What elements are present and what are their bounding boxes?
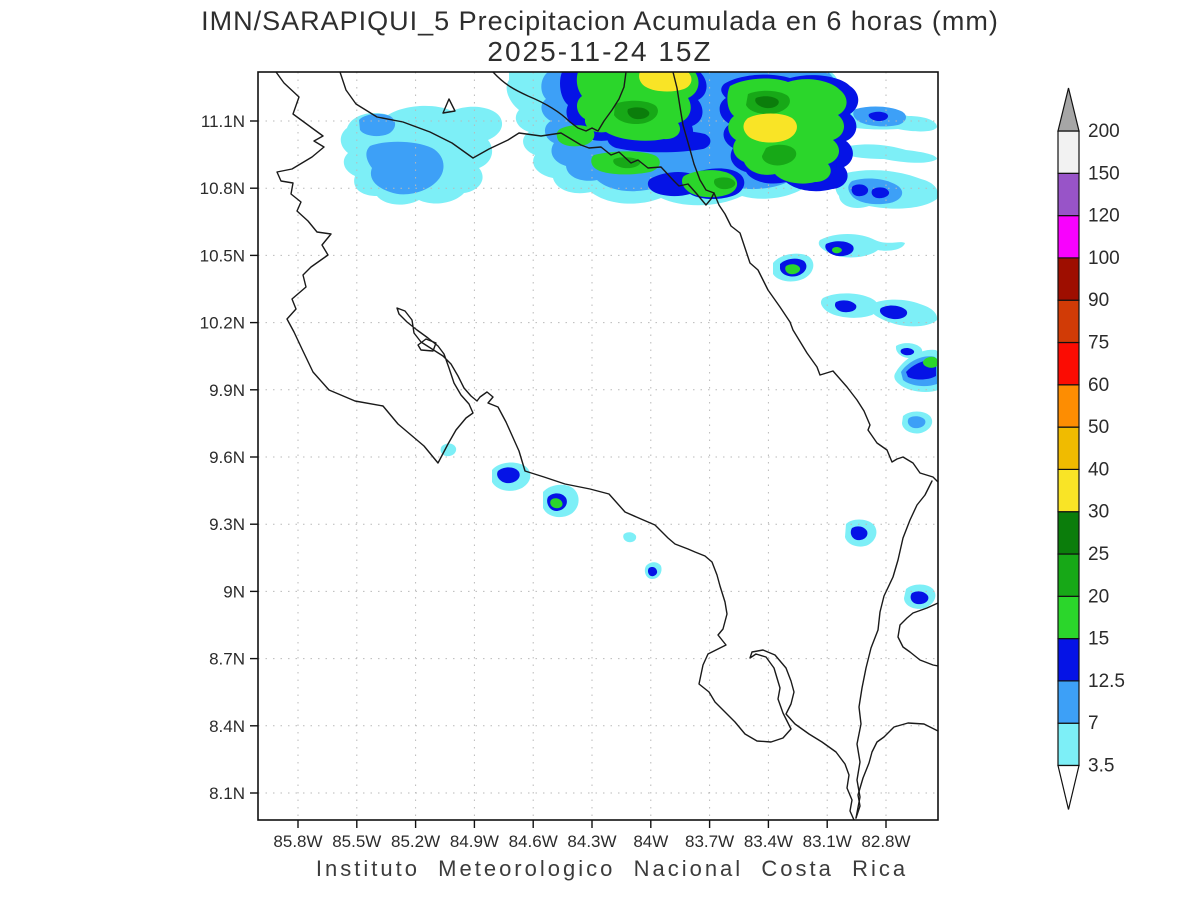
pacific-coastline [275, 72, 855, 820]
nicoya-gulf-island [417, 338, 437, 352]
colorbar-level-label: 3.5 [1088, 756, 1114, 777]
colorbar-segment [1057, 341, 1080, 386]
precip-level-30mm [639, 72, 797, 143]
y-tick-label: 9.9N [209, 381, 245, 400]
y-tick-label: 8.4N [209, 717, 245, 736]
panama-pacific-coast [855, 722, 938, 819]
caribbean-coastline [672, 72, 938, 483]
x-tick-label: 82.8W [861, 832, 910, 851]
y-tick-label: 9.3N [209, 515, 245, 534]
colorbar-segment [1057, 637, 1080, 682]
colorbar-level-label: 75 [1088, 333, 1109, 354]
y-tick-label: 9N [223, 582, 245, 601]
colorbar-segment [1057, 215, 1080, 259]
precip-level-25mm [627, 96, 779, 120]
x-tick-label: 85.5W [332, 832, 381, 851]
x-tick-label: 85.2W [391, 832, 440, 851]
colorbar-level-label: 15 [1088, 629, 1109, 650]
colorbar-segment [1057, 299, 1080, 344]
colorbar-segment [1057, 680, 1080, 724]
colorbar-segment [1057, 468, 1080, 513]
colorbar-over-arrow [1057, 87, 1080, 132]
colorbar-level-label: 25 [1088, 544, 1109, 565]
map-background [258, 72, 938, 820]
y-tick-label: 10.8N [200, 179, 245, 198]
colorbar-segment [1057, 257, 1080, 301]
y-tick-label: 8.1N [209, 784, 245, 803]
colorbar-segment [1057, 595, 1080, 640]
colorbar-segment [1057, 426, 1080, 471]
page-title: IMN/SARAPIQUI_5 Precipitacion Acumulada … [201, 6, 999, 36]
x-tick-label: 84.3W [567, 832, 616, 851]
map-canvas [258, 72, 938, 820]
colorbar-level-label: 40 [1088, 459, 1109, 480]
graticule [258, 72, 938, 820]
x-tick-label: 83.7W [685, 832, 734, 851]
coastline-layer [275, 72, 938, 820]
colorbar-level-label: 90 [1088, 290, 1109, 311]
colorbar-legend: 3.5 7 12.5 15 20 25 30 40 50 60 75 90 100 120 150 200 [1057, 87, 1125, 810]
source-caption: Instituto Meteorologico Nacional Costa R… [315, 856, 909, 881]
y-tick-label: 10.5N [200, 246, 245, 265]
colorbar-segment [1057, 130, 1080, 174]
colorbar-level-label: 7 [1088, 713, 1099, 734]
colorbar-under-arrow [1057, 764, 1080, 810]
colorbar-segment [1057, 722, 1080, 767]
colorbar-level-label: 12.5 [1088, 671, 1125, 692]
colorbar-level-label: 120 [1088, 206, 1120, 227]
nicaragua-border-line [339, 72, 715, 206]
y-tick-label: 10.2N [200, 314, 245, 333]
x-tick-label: 83.4W [744, 832, 793, 851]
y-tick-label: 11.1N [201, 112, 245, 131]
valid-time-subtitle: 2025-11-24 15Z [487, 36, 713, 67]
panama-border-line [855, 480, 933, 819]
colorbar-level-label: 60 [1088, 375, 1109, 396]
colorbar-level-label: 20 [1088, 586, 1109, 607]
colorbar-segment [1057, 511, 1080, 555]
panama-caribbean-coast [897, 602, 938, 667]
x-tick-label: 84.9W [450, 832, 499, 851]
colorbar-segment [1057, 384, 1080, 428]
axes: 85.8W 85.5W 85.2W 84.9W 84.6W 84.3W 84W 83.7W 83… [200, 112, 911, 851]
colorbar-level-label: 100 [1088, 248, 1120, 269]
colorbar-level-label: 150 [1088, 163, 1120, 184]
x-tick-label: 84.6W [509, 832, 558, 851]
x-tick-label: 83.1W [803, 832, 852, 851]
y-tick-label: 8.7N [209, 650, 245, 669]
colorbar-level-label: 50 [1088, 417, 1109, 438]
lake-island [442, 98, 456, 114]
colorbar-level-label: 200 [1088, 121, 1120, 142]
x-tick-label: 84W [633, 832, 668, 851]
x-tick-label: 85.8W [273, 832, 322, 851]
y-tick-label: 9.6N [209, 448, 245, 467]
map-frame [257, 71, 939, 821]
colorbar-level-label: 30 [1088, 502, 1109, 523]
lake-nicaragua-shore [492, 72, 627, 132]
colorbar-segment [1057, 553, 1080, 597]
colorbar-segment [1057, 172, 1080, 217]
